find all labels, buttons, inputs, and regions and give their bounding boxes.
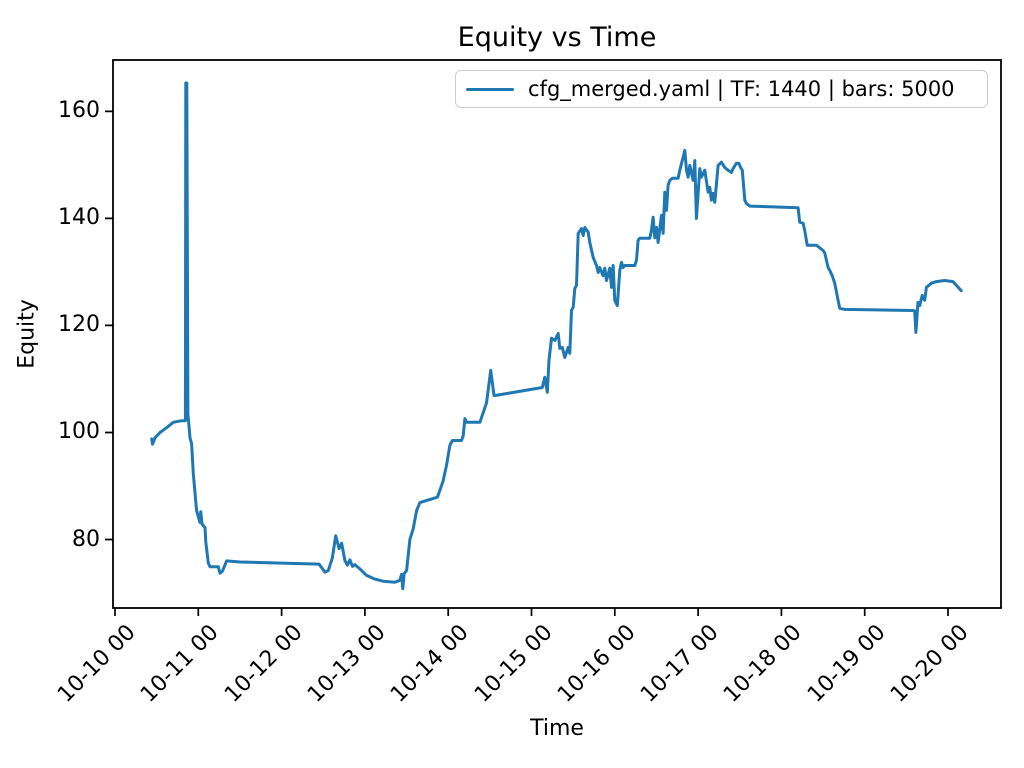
x-axis-label: Time [530,716,584,741]
y-tick-label: 140 [58,205,100,231]
y-tick-label: 80 [72,526,100,552]
y-tick-label: 160 [58,98,100,124]
chart-title: Equity vs Time [457,22,657,53]
y-tick-label: 120 [58,312,100,338]
legend: cfg_merged.yaml | TF: 1440 | bars: 5000 [455,70,988,108]
legend-line-sample [466,87,514,91]
y-tick-label: 100 [58,419,100,445]
legend-label: cfg_merged.yaml | TF: 1440 | bars: 5000 [528,77,955,101]
